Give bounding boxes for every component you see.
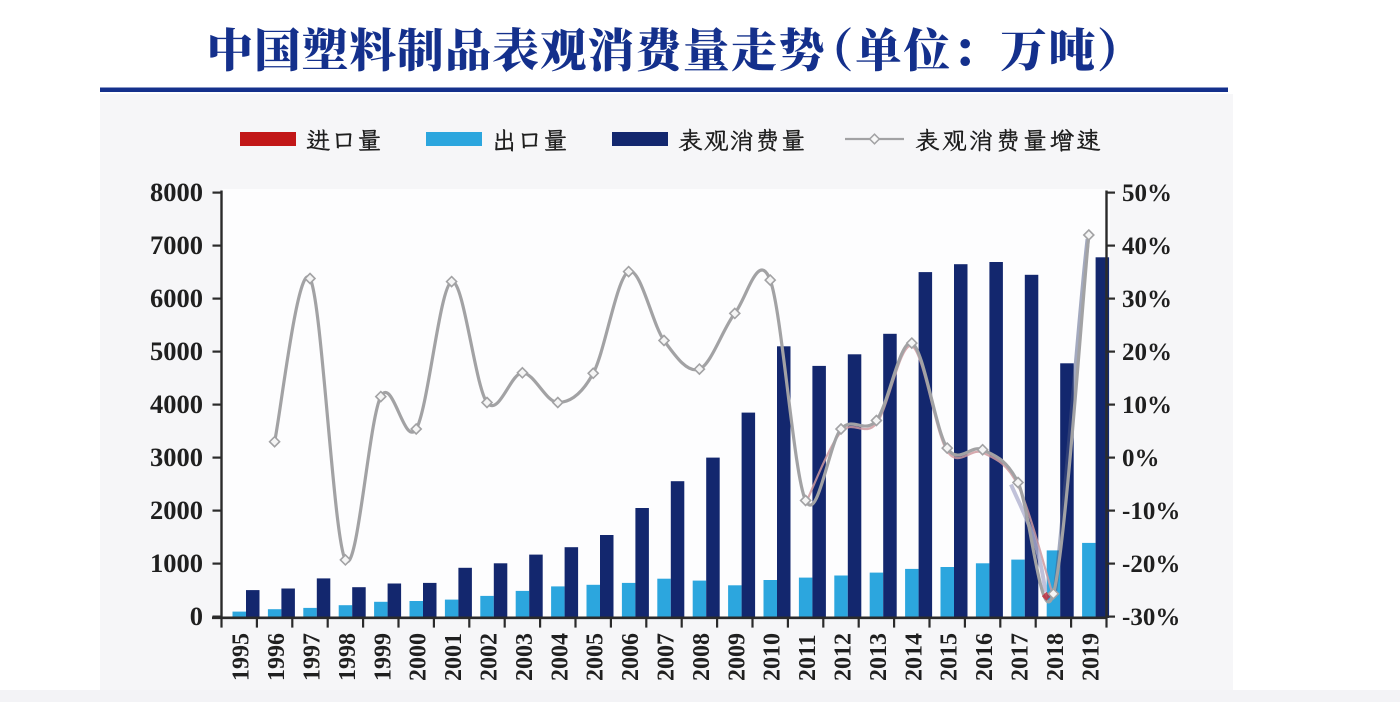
svg-text:-30%: -30% xyxy=(1122,604,1180,631)
svg-text:1997: 1997 xyxy=(300,633,326,681)
svg-text:6000: 6000 xyxy=(150,283,203,313)
svg-text:2014: 2014 xyxy=(901,633,927,681)
svg-text:0%: 0% xyxy=(1122,445,1160,472)
svg-text:2008: 2008 xyxy=(689,633,715,681)
svg-text:10%: 10% xyxy=(1122,392,1172,419)
svg-text:8000: 8000 xyxy=(150,177,203,207)
svg-text:2017: 2017 xyxy=(1008,633,1034,681)
svg-text:2000: 2000 xyxy=(406,633,432,681)
svg-text:20%: 20% xyxy=(1122,339,1172,366)
svg-text:3000: 3000 xyxy=(150,442,203,472)
svg-text:2007: 2007 xyxy=(654,633,680,681)
svg-text:2006: 2006 xyxy=(618,633,644,681)
svg-text:40%: 40% xyxy=(1122,233,1172,260)
svg-text:2010: 2010 xyxy=(760,633,786,681)
svg-text:2016: 2016 xyxy=(972,633,998,681)
svg-text:2018: 2018 xyxy=(1043,633,1069,681)
svg-text:1999: 1999 xyxy=(370,633,396,681)
svg-text:50%: 50% xyxy=(1122,180,1172,207)
svg-text:7000: 7000 xyxy=(150,230,203,260)
svg-text:2013: 2013 xyxy=(866,633,892,681)
svg-text:2011: 2011 xyxy=(795,634,821,681)
svg-text:5000: 5000 xyxy=(150,336,203,366)
svg-text:2012: 2012 xyxy=(831,633,857,681)
svg-text:-10%: -10% xyxy=(1122,498,1180,525)
svg-text:0: 0 xyxy=(190,601,203,631)
svg-text:2004: 2004 xyxy=(547,633,573,681)
svg-text:2001: 2001 xyxy=(441,633,467,681)
svg-text:1996: 1996 xyxy=(264,633,290,681)
svg-text:1998: 1998 xyxy=(335,633,361,681)
svg-text:2005: 2005 xyxy=(583,633,609,681)
svg-text:1000: 1000 xyxy=(150,548,203,578)
svg-text:2002: 2002 xyxy=(477,633,503,681)
svg-text:30%: 30% xyxy=(1122,286,1172,313)
svg-text:2009: 2009 xyxy=(724,633,750,681)
svg-text:-20%: -20% xyxy=(1122,551,1180,578)
svg-text:4000: 4000 xyxy=(150,389,203,419)
svg-text:2003: 2003 xyxy=(512,633,538,681)
svg-text:2019: 2019 xyxy=(1078,633,1104,681)
svg-text:2015: 2015 xyxy=(937,633,963,681)
svg-text:1995: 1995 xyxy=(229,633,255,681)
svg-text:2000: 2000 xyxy=(150,495,203,525)
